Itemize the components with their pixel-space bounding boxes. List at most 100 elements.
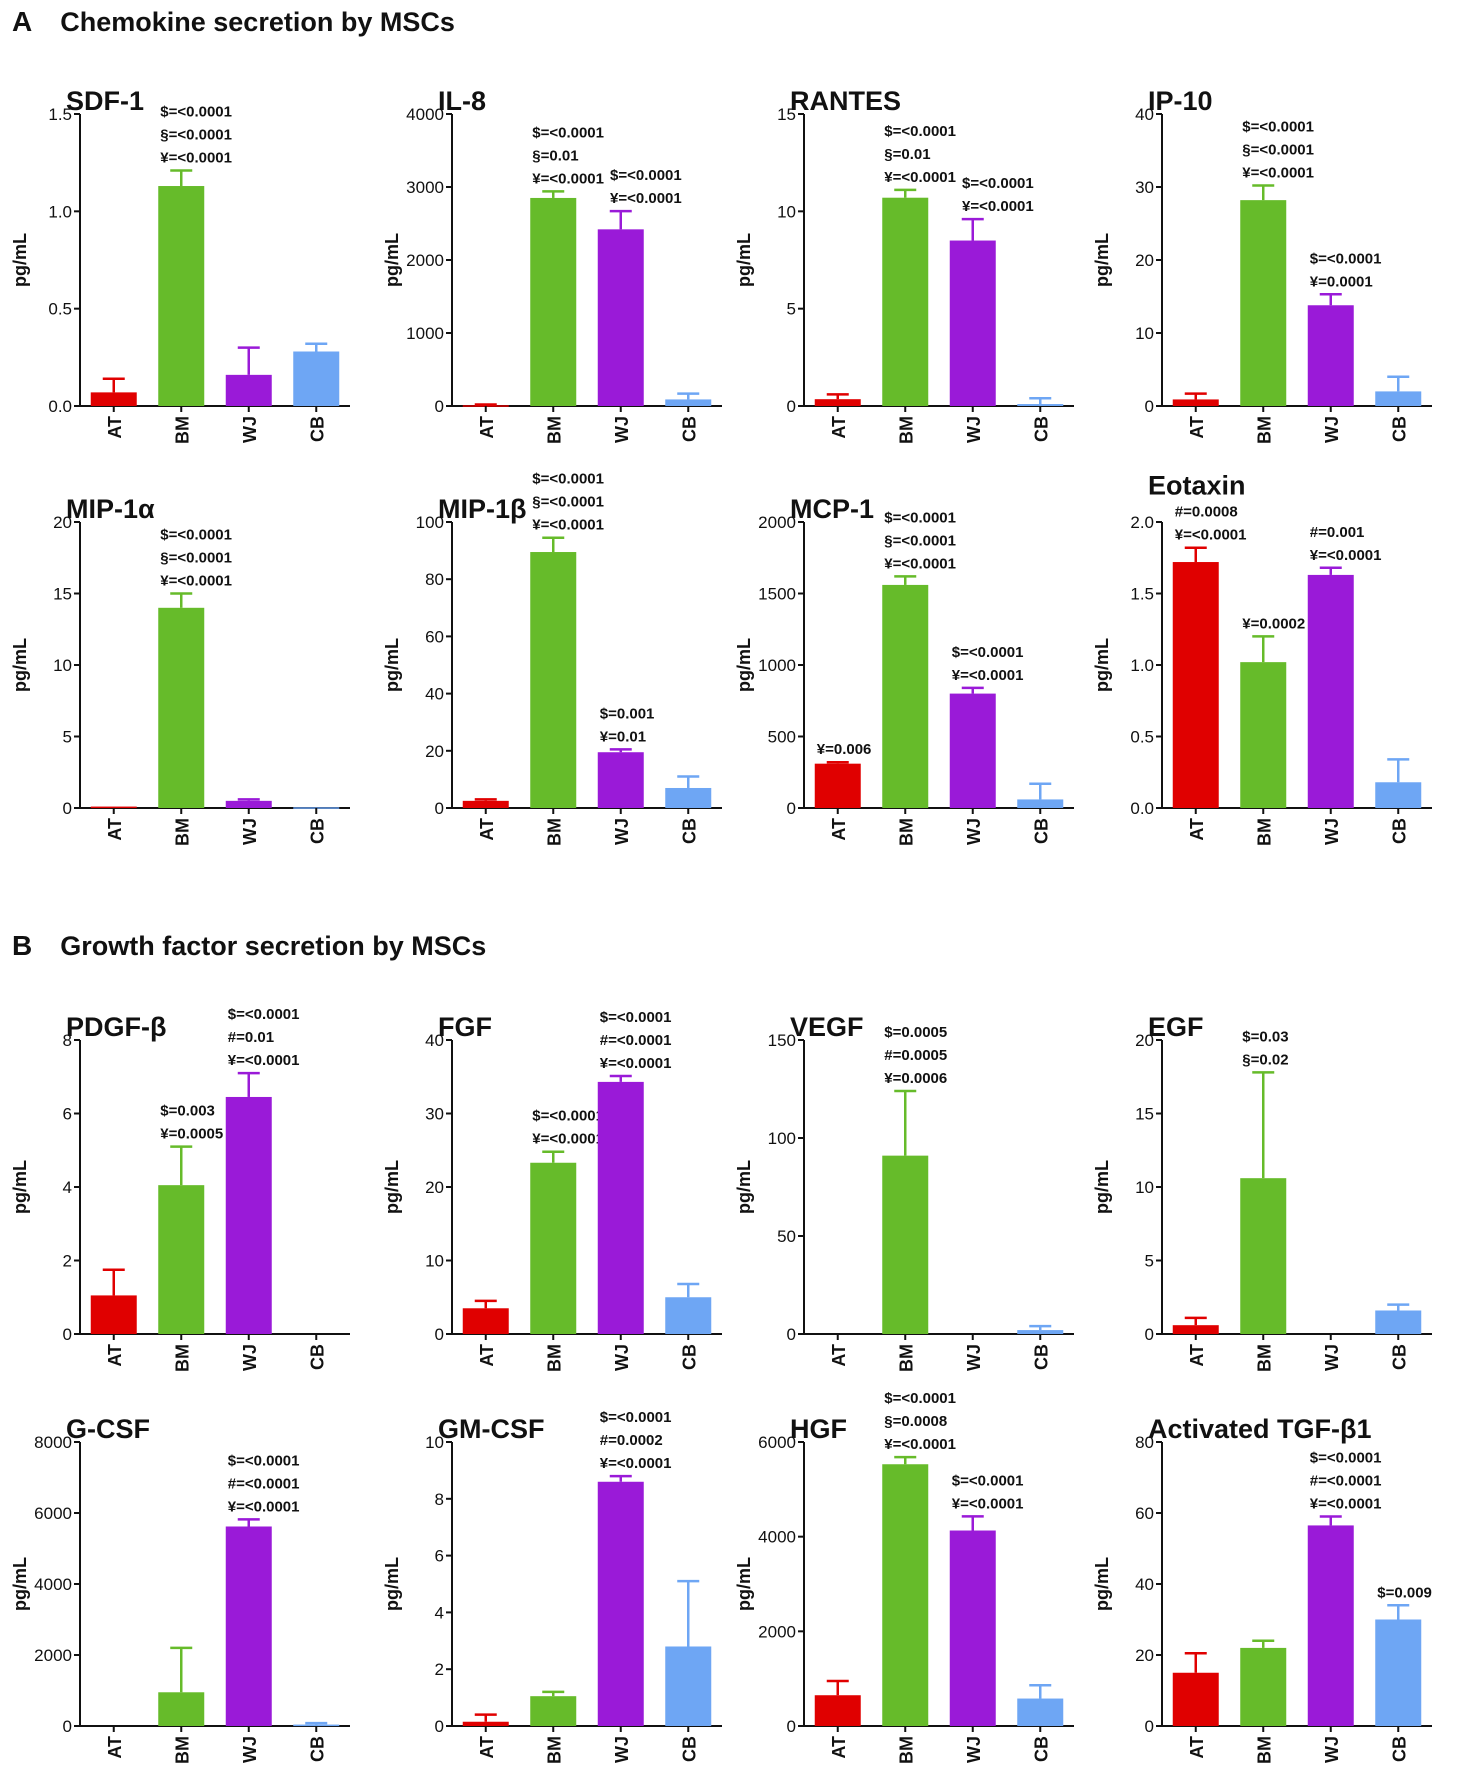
- significance-annotation: $=<0.0001: [1310, 250, 1382, 267]
- bar-bm: [1240, 1647, 1287, 1726]
- y-axis-label: pg/mL: [10, 233, 30, 287]
- significance-annotation: ¥=<0.0001: [610, 190, 682, 207]
- x-tick-label: WJ: [240, 1344, 260, 1371]
- significance-annotation-group: $=<0.0001 §=0.01 ¥=<0.0001: [884, 123, 956, 186]
- chart-panel: MCP-1 pg/mL 0 500 1000 1500 2000 AT ¥=0.006 BM $=<…: [734, 494, 1074, 846]
- significance-annotation: $=<0.0001: [160, 527, 232, 544]
- significance-annotation: $=0.03: [1242, 1028, 1288, 1045]
- x-tick-label: BM: [172, 818, 192, 846]
- y-tick-label: 50: [777, 1227, 796, 1246]
- significance-annotation: #=<0.0001: [228, 1475, 300, 1492]
- y-tick-label: 0.0: [1130, 799, 1154, 818]
- bar-bm: [158, 186, 205, 406]
- bar-at: [814, 399, 861, 406]
- y-tick-label: 500: [768, 728, 796, 747]
- significance-annotation: §=<0.0001: [160, 550, 232, 567]
- x-tick-label: BM: [544, 818, 564, 846]
- significance-annotation: ¥=<0.0001: [160, 573, 232, 590]
- significance-annotation: ¥=0.0001: [1310, 273, 1373, 290]
- x-tick-label: BM: [544, 416, 564, 444]
- chart-title: RANTES: [790, 86, 901, 116]
- y-tick-label: 0.0: [48, 397, 72, 416]
- chart-title: G-CSF: [66, 1414, 150, 1444]
- x-tick-label: AT: [477, 1736, 497, 1759]
- chart-title: Activated TGF-β1: [1148, 1414, 1372, 1444]
- y-tick-label: 0: [435, 1717, 444, 1736]
- chart-title: EGF: [1148, 1012, 1204, 1042]
- x-tick-label: AT: [105, 1344, 125, 1367]
- significance-annotation-group: $=<0.0001 ¥=<0.0001: [532, 1108, 604, 1148]
- bar-wj: [949, 1530, 996, 1726]
- y-tick-label: 0: [435, 397, 444, 416]
- significance-annotation-group: $=<0.0001 §=0.0008 ¥=<0.0001: [884, 1390, 956, 1453]
- section-letter: A: [12, 6, 33, 37]
- significance-annotation: ¥=<0.0001: [884, 169, 956, 186]
- significance-annotation-group: $=<0.0001 §=0.01 ¥=<0.0001: [532, 124, 604, 187]
- section-letter: B: [12, 930, 33, 961]
- significance-annotation: ¥=<0.0001: [532, 517, 604, 534]
- y-tick-label: 0: [435, 1325, 444, 1344]
- bar-wj: [1307, 574, 1354, 808]
- significance-annotation: #=0.001: [1310, 524, 1365, 541]
- y-tick-label: 60: [425, 627, 444, 646]
- bar-at: [814, 1695, 861, 1726]
- chart-panel: RANTES pg/mL 0 5 10 15 AT BM $=<0.0001 §=0.01 ¥=<0…: [734, 86, 1074, 444]
- bar-cb: [1375, 1619, 1422, 1726]
- x-tick-label: WJ: [240, 818, 260, 845]
- significance-annotation-group: #=0.0008 ¥=<0.0001: [1175, 504, 1247, 544]
- bar-cb: [1375, 1310, 1422, 1334]
- y-tick-label: 1000: [758, 656, 796, 675]
- x-tick-label: CB: [1031, 1344, 1051, 1370]
- y-tick-label: 0.5: [48, 300, 72, 319]
- y-tick-label: 0: [435, 799, 444, 818]
- y-tick-label: 0: [1145, 1717, 1154, 1736]
- bar-bm: [1240, 200, 1287, 406]
- y-axis-label: pg/mL: [10, 1557, 30, 1611]
- chart-title: VEGF: [790, 1012, 864, 1042]
- y-tick-label: 10: [53, 656, 72, 675]
- bar-bm: [530, 552, 577, 808]
- bar-cb: [293, 351, 340, 406]
- bar-wj: [225, 1096, 272, 1334]
- y-tick-label: 0: [787, 1325, 796, 1344]
- significance-annotation: §=0.01: [884, 146, 930, 163]
- y-tick-label: 15: [1135, 1105, 1154, 1124]
- section-b-heading: B Growth factor secretion by MSCs: [12, 930, 486, 962]
- significance-annotation: §=<0.0001: [884, 532, 956, 549]
- bar-at: [90, 1295, 137, 1334]
- x-tick-label: BM: [896, 818, 916, 846]
- significance-annotation: ¥=<0.0001: [228, 1052, 300, 1069]
- significance-annotation-group: $=0.009: [1377, 1584, 1432, 1601]
- section-title: Growth factor secretion by MSCs: [60, 931, 487, 961]
- section-a-heading: A Chemokine secretion by MSCs: [12, 6, 455, 38]
- y-tick-label: 4000: [34, 1575, 72, 1594]
- significance-annotation: ¥=0.0005: [160, 1126, 223, 1143]
- y-tick-label: 10: [1135, 1178, 1154, 1197]
- chart-panel: IP-10 pg/mL 0 10 20 30 40 AT BM $=<0.0001 §=<0.000…: [1092, 86, 1432, 444]
- y-axis-label: pg/mL: [1092, 233, 1112, 287]
- x-tick-label: AT: [105, 416, 125, 439]
- significance-annotation: ¥=<0.0001: [532, 170, 604, 187]
- significance-annotation: $=<0.0001: [884, 509, 956, 526]
- section-title: Chemokine secretion by MSCs: [60, 7, 455, 37]
- y-axis-label: pg/mL: [382, 233, 402, 287]
- significance-annotation: ¥=<0.0001: [884, 555, 956, 572]
- y-tick-label: 0: [787, 799, 796, 818]
- significance-annotation: $=<0.0001: [532, 471, 604, 488]
- y-tick-label: 2.0: [1130, 513, 1154, 532]
- chart-panel: SDF-1 pg/mL 0.0 0.5 1.0 1.5 AT BM $=<0.0001 §=<0.…: [10, 86, 350, 444]
- bar-bm: [158, 1185, 205, 1334]
- significance-annotation: $=<0.0001: [532, 1108, 604, 1125]
- y-axis-label: pg/mL: [382, 1557, 402, 1611]
- x-tick-label: AT: [1187, 1344, 1207, 1367]
- significance-annotation: ¥=0.0006: [884, 1070, 947, 1087]
- bar-cb: [665, 399, 712, 406]
- bar-bm: [1240, 662, 1287, 808]
- chart-title: IP-10: [1148, 86, 1213, 116]
- significance-annotation-group: $=0.0005 #=0.0005 ¥=0.0006: [884, 1024, 947, 1087]
- y-tick-label: 10: [777, 202, 796, 221]
- y-axis-label: pg/mL: [10, 638, 30, 692]
- x-tick-label: WJ: [964, 818, 984, 845]
- bar-bm: [530, 1696, 577, 1726]
